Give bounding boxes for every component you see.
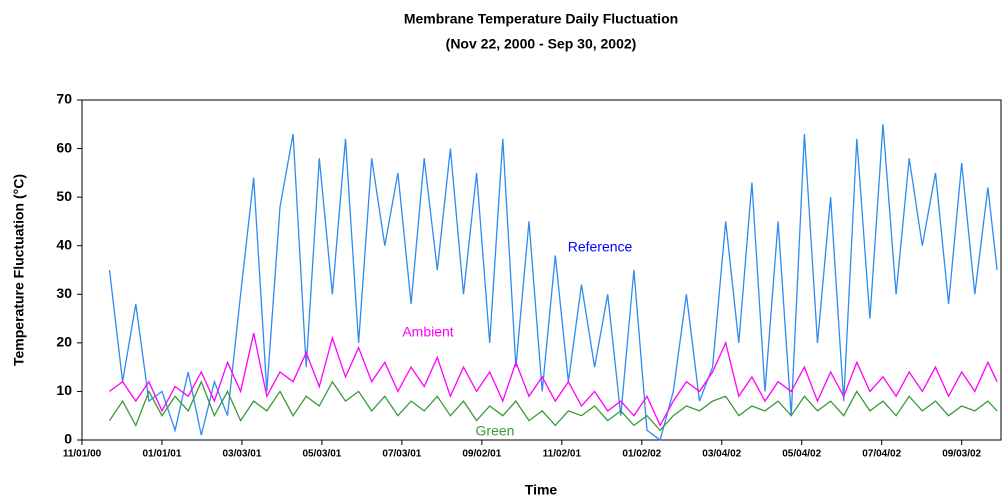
chart-subtitle: (Nov 22, 2000 - Sep 30, 2002) [446,36,637,52]
x-tick-label: 05/04/02 [782,449,821,460]
y-tick-label: 30 [56,285,72,301]
plot-frame [81,99,1002,441]
y-tick-label: 50 [56,188,72,204]
y-axis-title: Temperature Fluctuation (°C) [11,174,27,366]
x-tick-label: 01/01/01 [143,449,182,460]
y-tick-label: 10 [56,382,72,398]
x-tick-label: 05/03/01 [302,449,341,460]
y-tick-label: 40 [56,236,72,252]
series-label: Ambient [402,324,453,340]
x-tick-label: 07/04/02 [862,449,901,460]
x-tick-label: 03/03/01 [222,449,261,460]
chart-title: Membrane Temperature Daily Fluctuation [404,11,678,27]
x-tick-label: 11/01/00 [63,449,102,460]
series-label: Reference [568,239,633,255]
series-line [108,124,998,442]
series-line [109,332,998,427]
x-tick-label: 09/03/02 [942,449,981,460]
series-label: Green [476,423,515,439]
x-tick-label: 11/02/01 [543,449,582,460]
series-line [108,380,998,432]
x-tick-label: 09/02/01 [462,449,501,460]
y-tick-label: 60 [56,139,72,155]
y-tick-label: 70 [56,91,72,107]
x-tick-label: 01/02/02 [622,449,661,460]
y-tick-label: 20 [56,334,72,350]
x-axis-title: Time [525,482,558,498]
x-tick-label: 07/03/01 [382,449,421,460]
x-tick-label: 03/04/02 [702,449,741,460]
y-tick-label: 0 [64,431,72,447]
